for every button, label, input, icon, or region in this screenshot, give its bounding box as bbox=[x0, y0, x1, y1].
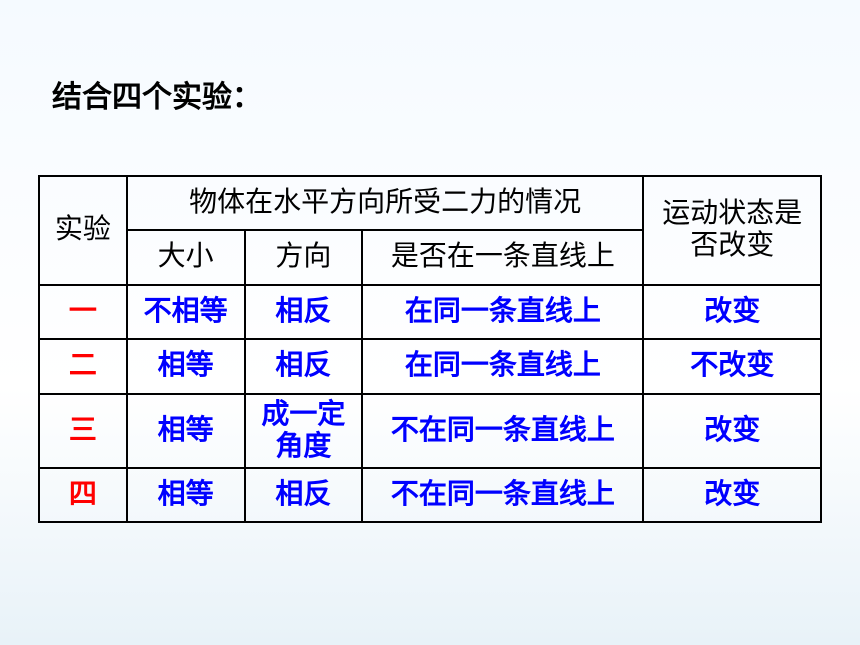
header-row-1: 实验 物体在水平方向所受二力的情况 运动状态是否改变 bbox=[39, 176, 821, 230]
row-direction: 相反 bbox=[245, 468, 363, 522]
header-size: 大小 bbox=[127, 230, 245, 284]
row-direction: 成一定角度 bbox=[245, 394, 363, 468]
row-size: 相等 bbox=[127, 339, 245, 393]
row-num: 四 bbox=[39, 468, 127, 522]
table-row: 二 相等 相反 在同一条直线上 不改变 bbox=[39, 339, 821, 393]
header-forces: 物体在水平方向所受二力的情况 bbox=[127, 176, 644, 230]
row-num: 三 bbox=[39, 394, 127, 468]
row-state: 改变 bbox=[643, 468, 821, 522]
row-state: 改变 bbox=[643, 394, 821, 468]
row-line: 在同一条直线上 bbox=[362, 339, 643, 393]
table-row: 四 相等 相反 不在同一条直线上 改变 bbox=[39, 468, 821, 522]
header-direction: 方向 bbox=[245, 230, 363, 284]
header-line: 是否在一条直线上 bbox=[362, 230, 643, 284]
row-direction: 相反 bbox=[245, 339, 363, 393]
slide-title: 结合四个实验： bbox=[52, 72, 262, 116]
experiment-table-container: 实验 物体在水平方向所受二力的情况 运动状态是否改变 大小 方向 是否在一条直线… bbox=[38, 175, 822, 523]
row-line: 不在同一条直线上 bbox=[362, 468, 643, 522]
row-line: 在同一条直线上 bbox=[362, 285, 643, 339]
row-direction: 相反 bbox=[245, 285, 363, 339]
row-num: 一 bbox=[39, 285, 127, 339]
row-state: 改变 bbox=[643, 285, 821, 339]
row-size: 相等 bbox=[127, 468, 245, 522]
row-state: 不改变 bbox=[643, 339, 821, 393]
experiment-table: 实验 物体在水平方向所受二力的情况 运动状态是否改变 大小 方向 是否在一条直线… bbox=[38, 175, 822, 523]
row-line: 不在同一条直线上 bbox=[362, 394, 643, 468]
header-experiment: 实验 bbox=[39, 176, 127, 285]
row-size: 相等 bbox=[127, 394, 245, 468]
row-size: 不相等 bbox=[127, 285, 245, 339]
table-row: 三 相等 成一定角度 不在同一条直线上 改变 bbox=[39, 394, 821, 468]
table-row: 一 不相等 相反 在同一条直线上 改变 bbox=[39, 285, 821, 339]
row-num: 二 bbox=[39, 339, 127, 393]
header-state: 运动状态是否改变 bbox=[643, 176, 821, 285]
